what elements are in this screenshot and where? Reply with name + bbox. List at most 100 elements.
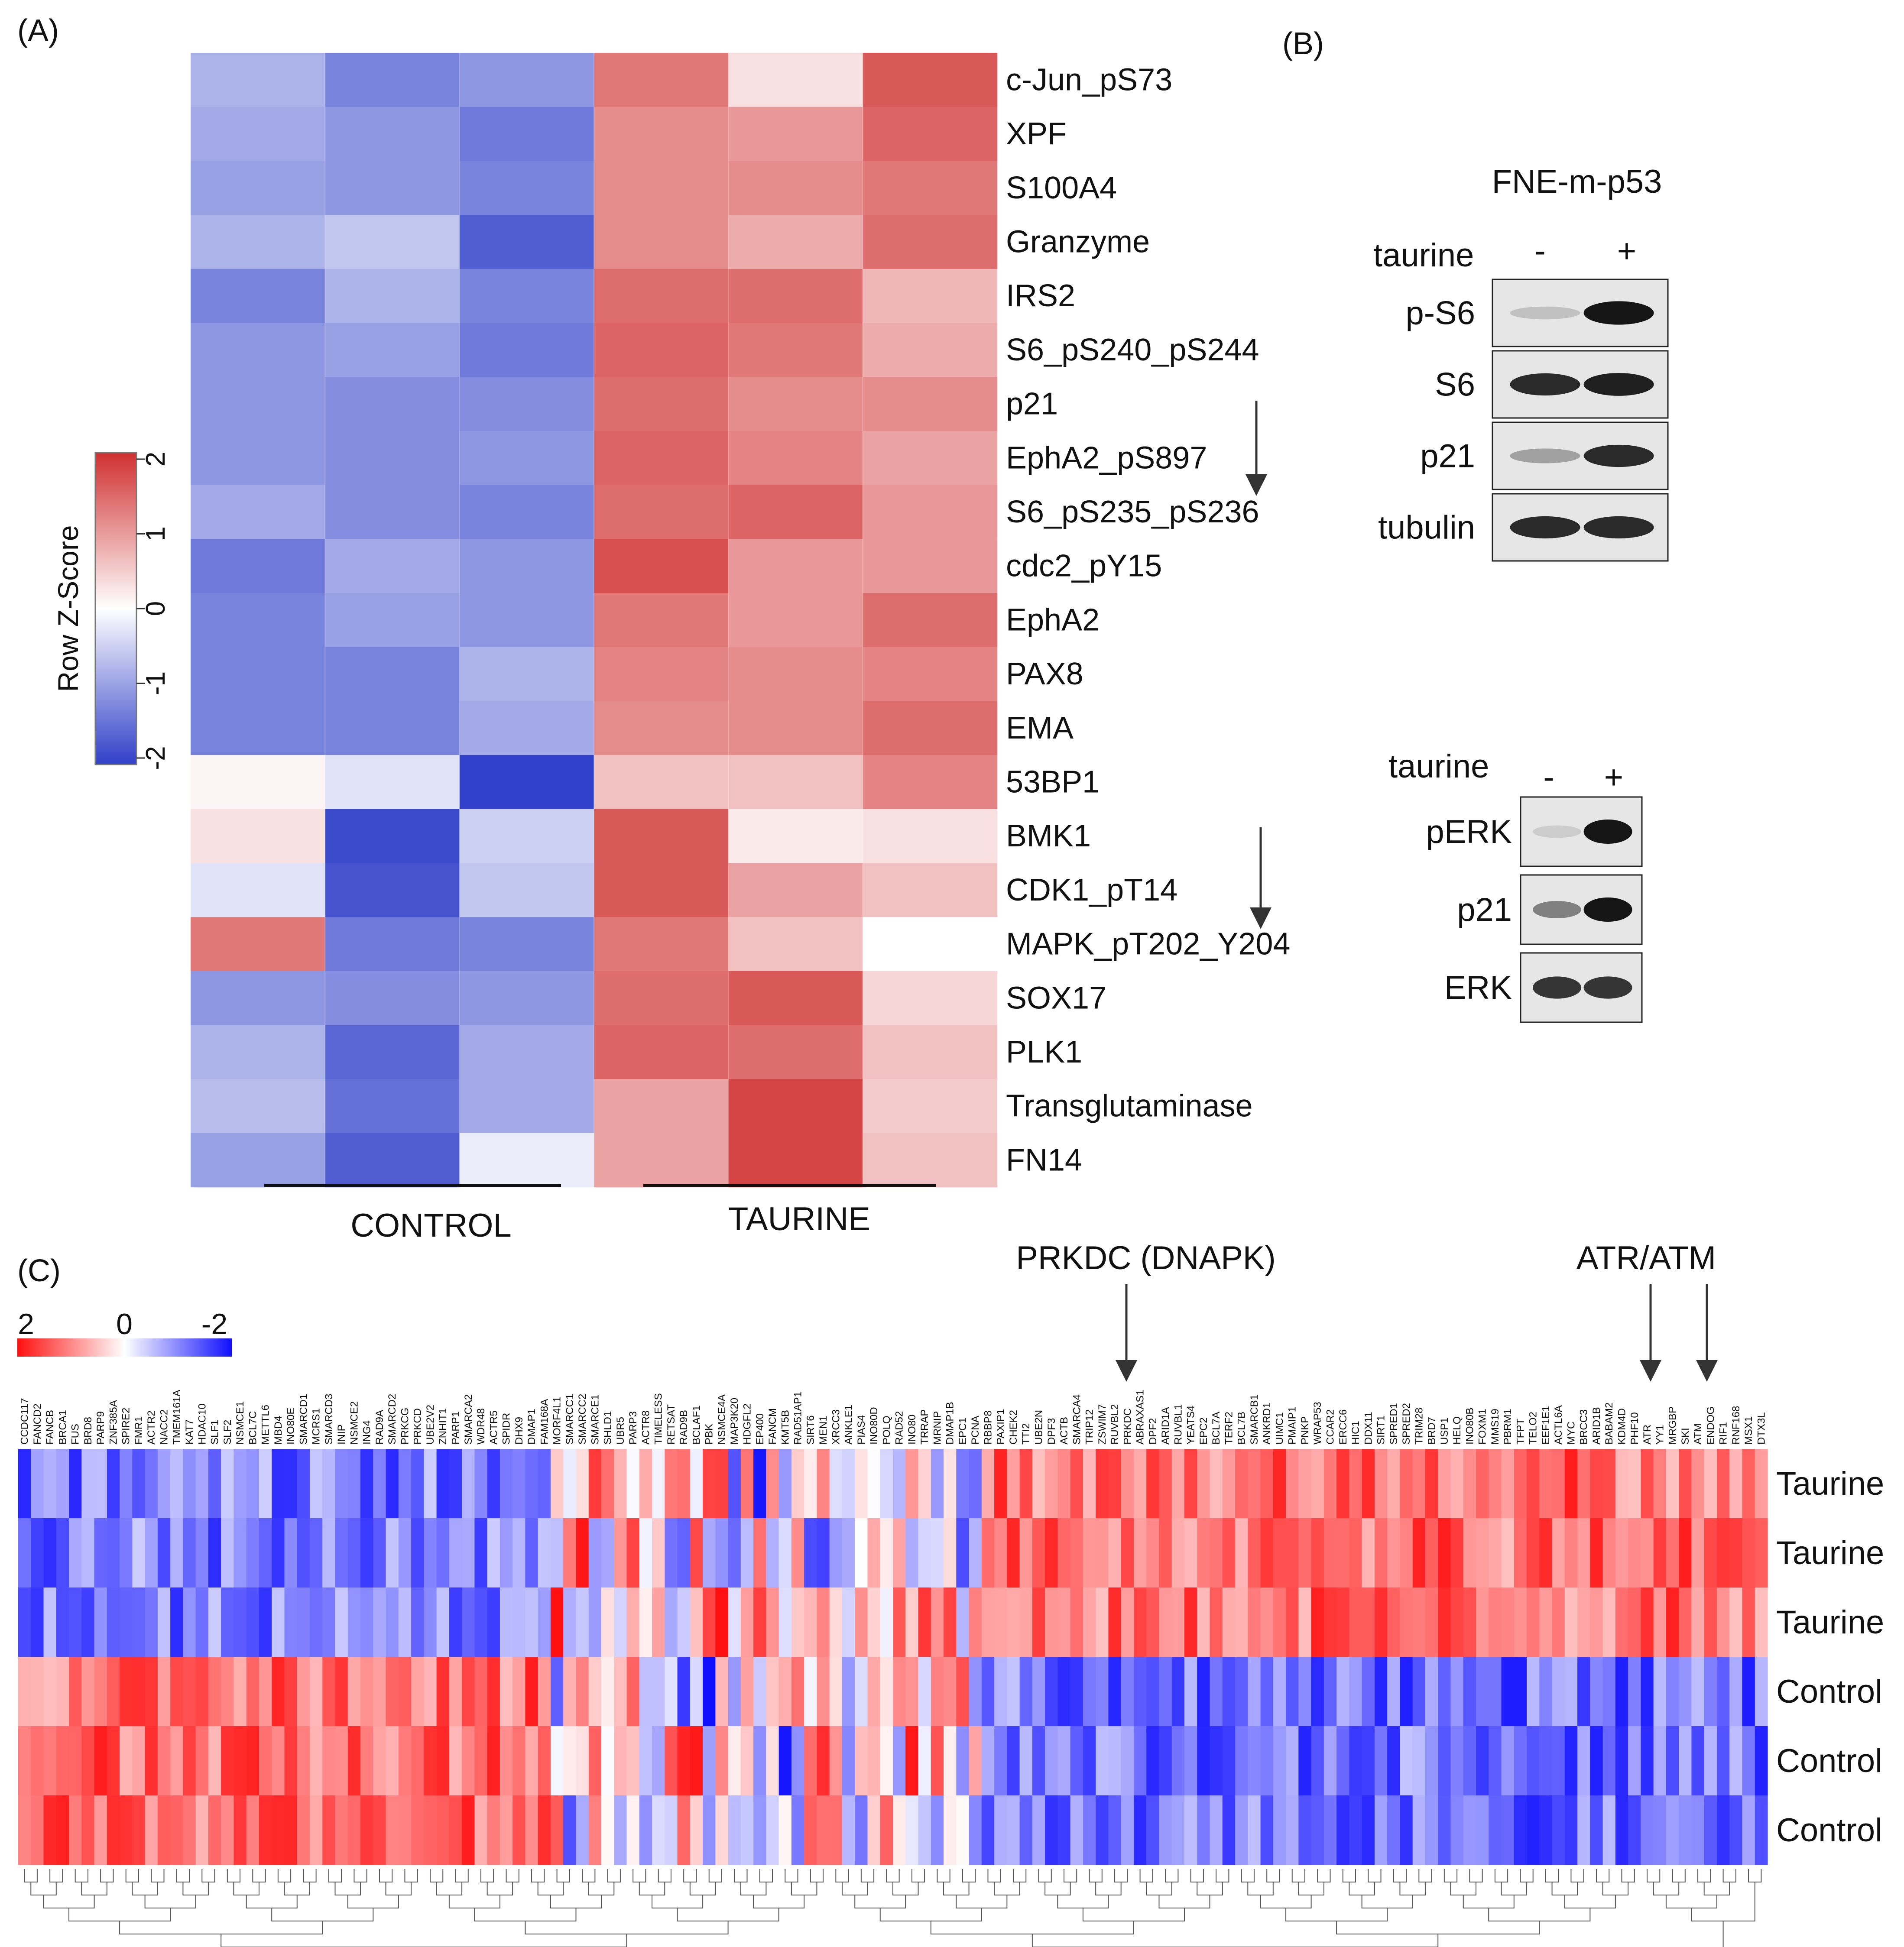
heatmap-cell	[474, 1795, 488, 1865]
heatmap-cell	[863, 1025, 998, 1079]
heatmap-cell	[1298, 1449, 1312, 1519]
heatmap-cell	[1210, 1449, 1223, 1519]
panel-a-colorbar: 2 1 0 -1 -2 Row Z-Score	[52, 452, 171, 770]
heatmap-cell	[1653, 1587, 1667, 1657]
heatmap-cell	[893, 1587, 906, 1657]
heatmap-cell	[191, 593, 325, 648]
heatmap-cell	[1235, 1449, 1248, 1519]
heatmap-cell	[893, 1726, 906, 1796]
heatmap-cell	[863, 863, 998, 917]
heatmap-cell	[1121, 1518, 1134, 1588]
heatmap-cell	[804, 1726, 817, 1796]
heatmap-cell	[1425, 1518, 1438, 1588]
heatmap-cell	[436, 1449, 450, 1519]
dendrogram-branch	[1602, 1882, 1629, 1895]
dendrogram-branch	[937, 1869, 950, 1882]
heatmap-cell	[297, 1518, 310, 1588]
heatmap-cell	[81, 1449, 95, 1519]
heatmap-cell	[1666, 1657, 1679, 1727]
heatmap-cell	[778, 1657, 792, 1727]
gene-label: INIP	[336, 1424, 347, 1445]
heatmap-cell	[1577, 1795, 1590, 1865]
heatmap-cell	[474, 1449, 488, 1519]
heatmap-cell	[1083, 1587, 1096, 1657]
gene-label: SMARCA4	[1071, 1394, 1083, 1445]
heatmap-cell	[1248, 1587, 1261, 1657]
heatmap-cell	[1032, 1518, 1045, 1588]
blot-band-label: S6	[1435, 366, 1475, 403]
heatmap-cell	[1235, 1726, 1248, 1796]
heatmap-cell	[325, 1079, 460, 1134]
heatmap-cell	[1527, 1657, 1540, 1727]
dendrogram-branch	[1647, 1869, 1661, 1882]
heatmap-cell	[386, 1518, 399, 1588]
heatmap-cell	[1387, 1726, 1401, 1796]
heatmap-cell	[867, 1587, 881, 1657]
heatmap-cell	[272, 1726, 285, 1796]
heatmap-cell	[893, 1795, 906, 1865]
row-label: FN14	[1006, 1143, 1082, 1177]
heatmap-cell	[1159, 1587, 1172, 1657]
gene-label: POLQ	[881, 1416, 892, 1445]
heatmap-cell	[325, 701, 460, 755]
dendrogram-branch	[1216, 1869, 1229, 1882]
heatmap-cell	[459, 215, 594, 269]
heatmap-cell	[436, 1726, 450, 1796]
annotation-atr-atm: ATR/ATM	[1576, 1240, 1716, 1276]
heatmap-cell	[1653, 1795, 1667, 1865]
heatmap-cell	[944, 1518, 957, 1588]
heatmap-cell	[1032, 1587, 1045, 1657]
heatmap-cell	[601, 1518, 614, 1588]
colorbar-title: Row Z-Score	[52, 525, 84, 692]
dendrogram-branch	[277, 1869, 292, 1882]
heatmap-cell	[601, 1657, 614, 1727]
blot-band	[1533, 825, 1581, 838]
heatmap-cell	[863, 269, 998, 323]
heatmap-cell	[728, 863, 863, 917]
gene-label: PCNA	[970, 1416, 981, 1445]
panel-a-heatmap	[191, 53, 998, 1188]
dendrogram-branch	[943, 1882, 970, 1895]
heatmap-cell	[1412, 1726, 1426, 1796]
heatmap-cell	[880, 1587, 893, 1657]
heatmap-cell	[145, 1587, 158, 1657]
heatmap-cell	[728, 593, 863, 648]
heatmap-cell	[284, 1657, 298, 1727]
heatmap-cell	[1425, 1587, 1438, 1657]
heatmap-cell	[1349, 1726, 1362, 1796]
heatmap-cell	[594, 539, 729, 593]
heatmap-cell	[1476, 1795, 1489, 1865]
heatmap-cell	[728, 1795, 741, 1865]
heatmap-cell	[1349, 1449, 1362, 1519]
heatmap-cell	[614, 1657, 627, 1727]
heatmap-cell	[956, 1657, 970, 1727]
gene-label: BCL7A	[1210, 1412, 1222, 1445]
heatmap-cell	[221, 1795, 234, 1865]
heatmap-cell	[1336, 1726, 1349, 1796]
heatmap-cell	[1704, 1795, 1717, 1865]
heatmap-cell	[310, 1587, 323, 1657]
sample-label: Control	[1776, 1812, 1882, 1849]
heatmap-cell	[594, 161, 729, 215]
heatmap-cell	[1159, 1518, 1172, 1588]
dendrogram-branch	[1672, 1869, 1686, 1882]
heatmap-cell	[981, 1657, 995, 1727]
heatmap-cell	[1450, 1657, 1464, 1727]
heatmap-cell	[436, 1657, 450, 1727]
dendrogram-branch	[385, 1882, 412, 1895]
heatmap-cell	[1260, 1518, 1274, 1588]
heatmap-cell	[474, 1726, 488, 1796]
heatmap-cell	[1159, 1726, 1172, 1796]
heatmap-cell	[284, 1518, 298, 1588]
heatmap-cell	[1755, 1657, 1768, 1727]
heatmap-cell	[43, 1795, 57, 1865]
heatmap-cell	[728, 1726, 741, 1796]
heatmap-cell	[728, 1449, 741, 1519]
heatmap-cell	[817, 1795, 830, 1865]
gene-label: XRCC3	[830, 1409, 842, 1445]
gene-label: SMARCD2	[386, 1394, 398, 1445]
dendrogram-branch	[1095, 1882, 1122, 1895]
heatmap-cell	[626, 1587, 640, 1657]
heatmap-cell	[740, 1657, 754, 1727]
heatmap-cell	[310, 1726, 323, 1796]
